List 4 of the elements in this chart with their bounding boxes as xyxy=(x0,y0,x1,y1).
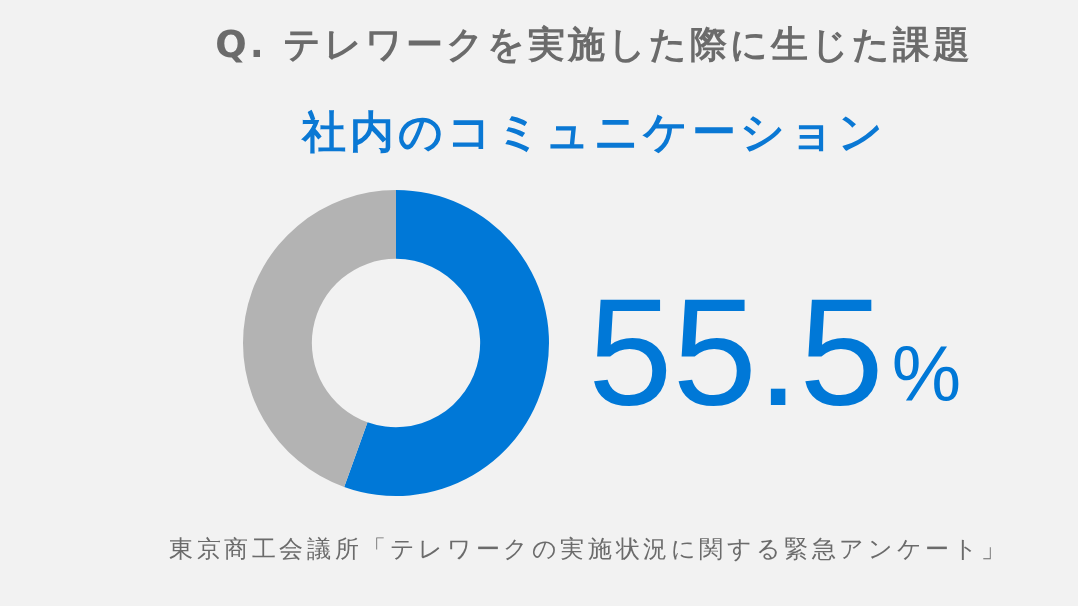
data-label: 55.5% xyxy=(588,267,962,437)
chart-subtitle: 社内のコミュニケーション xyxy=(300,105,888,159)
chart-title: Q. テレワークを実施した際に生じた課題 xyxy=(214,22,974,68)
text: 東京商工会議所「テレワークの実施状況に関する緊急アンケート」 xyxy=(168,534,1010,565)
